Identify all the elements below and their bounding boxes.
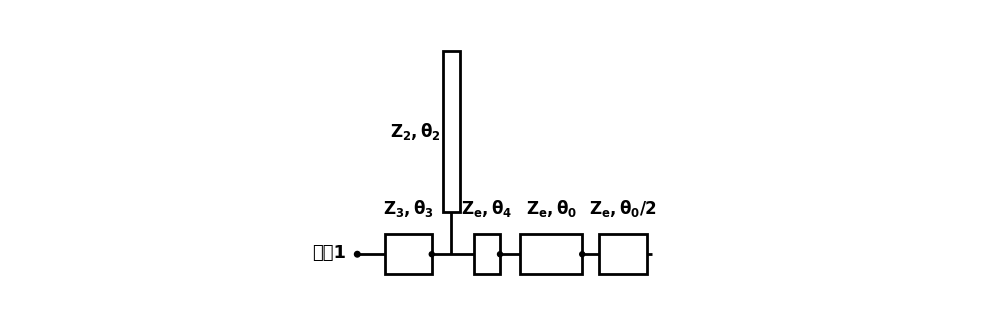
- Circle shape: [580, 252, 585, 257]
- FancyBboxPatch shape: [520, 234, 582, 275]
- Text: 端口1: 端口1: [312, 244, 346, 262]
- Text: $\mathbf{Z_e, \theta_0}$: $\mathbf{Z_e, \theta_0}$: [526, 198, 577, 218]
- FancyBboxPatch shape: [474, 234, 500, 275]
- FancyBboxPatch shape: [443, 51, 460, 212]
- Circle shape: [429, 252, 434, 257]
- FancyBboxPatch shape: [385, 234, 432, 275]
- Text: $\mathbf{Z_e, \theta_0/2}$: $\mathbf{Z_e, \theta_0/2}$: [589, 198, 657, 218]
- FancyBboxPatch shape: [599, 234, 647, 275]
- Circle shape: [498, 252, 502, 257]
- Text: $\mathbf{Z_e, \theta_4}$: $\mathbf{Z_e, \theta_4}$: [461, 198, 512, 218]
- Text: $\mathbf{Z_3, \theta_3}$: $\mathbf{Z_3, \theta_3}$: [383, 198, 434, 218]
- Text: $\mathbf{Z_2, \theta_2}$: $\mathbf{Z_2, \theta_2}$: [390, 121, 441, 142]
- Circle shape: [355, 251, 360, 257]
